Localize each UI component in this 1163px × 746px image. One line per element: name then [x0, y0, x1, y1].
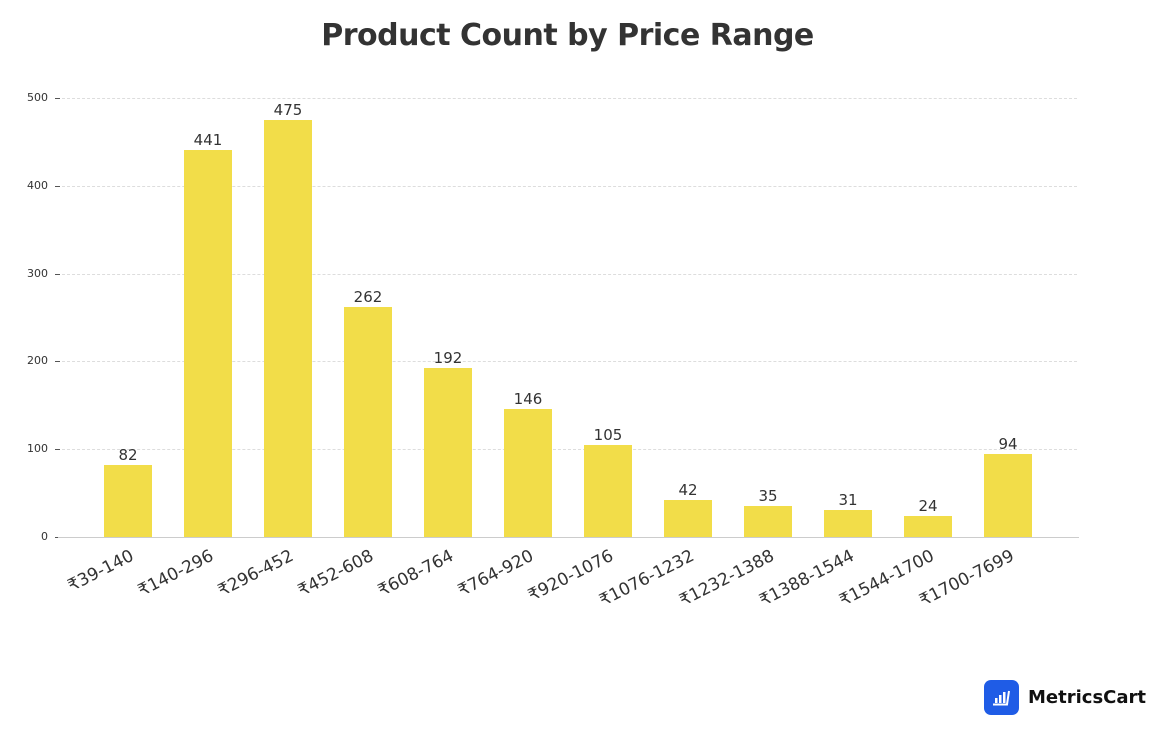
x-tick-label: ₹140-296	[134, 546, 217, 601]
bar-value-label: 105	[593, 425, 623, 444]
chart-cart-icon	[984, 680, 1019, 715]
bar-value-label: 94	[998, 435, 1018, 454]
brand-name: MetricsCart	[1028, 687, 1146, 708]
bar-value-label: 262	[353, 287, 383, 306]
gridline	[62, 273, 1077, 275]
x-tick-label: ₹39-140	[64, 546, 138, 597]
gridline	[62, 361, 1077, 363]
bar	[104, 465, 152, 537]
bar	[584, 444, 632, 537]
x-axis-line	[58, 537, 1079, 538]
bar	[984, 454, 1032, 537]
y-tick-label: 300	[27, 266, 48, 280]
bar	[424, 368, 472, 537]
y-tick	[55, 98, 60, 99]
bar	[344, 306, 392, 537]
y-tick-label: 400	[27, 178, 48, 192]
y-tick	[55, 361, 60, 363]
gridline	[62, 185, 1077, 187]
bar-value-label: 441	[193, 130, 223, 149]
bar	[504, 408, 552, 537]
chart-title: Product Count by Price Range	[321, 18, 814, 53]
x-tick-label: ₹452-608	[294, 546, 377, 601]
bar	[824, 509, 872, 537]
bar	[904, 515, 952, 537]
bar	[744, 506, 792, 537]
bar-value-label: 146	[513, 389, 543, 408]
bar	[664, 500, 712, 537]
y-tick-label: 100	[27, 442, 48, 456]
bar-value-label: 192	[433, 349, 463, 368]
bar-value-label: 35	[758, 487, 778, 506]
y-tick-label: 0	[41, 530, 48, 543]
y-tick-label: 200	[27, 354, 48, 368]
bar-value-label: 475	[273, 100, 303, 119]
y-tick	[55, 449, 60, 451]
bar-value-label: 24	[918, 496, 938, 515]
bar	[184, 149, 232, 537]
gridline	[62, 98, 1077, 99]
bar-value-label: 82	[118, 446, 138, 464]
bar-value-label: 42	[678, 481, 698, 500]
x-tick-label: ₹764-920	[454, 546, 537, 601]
bar	[264, 119, 312, 537]
x-tick-label: ₹296-452	[214, 546, 297, 601]
y-tick	[55, 537, 60, 538]
x-tick-label: ₹608-764	[374, 546, 457, 601]
y-tick	[55, 273, 60, 275]
y-tick	[55, 185, 60, 187]
bar-value-label: 31	[838, 490, 858, 509]
y-tick-label: 500	[27, 91, 48, 104]
brand-logo: MetricsCart	[984, 680, 1146, 715]
gridline	[62, 449, 1077, 451]
